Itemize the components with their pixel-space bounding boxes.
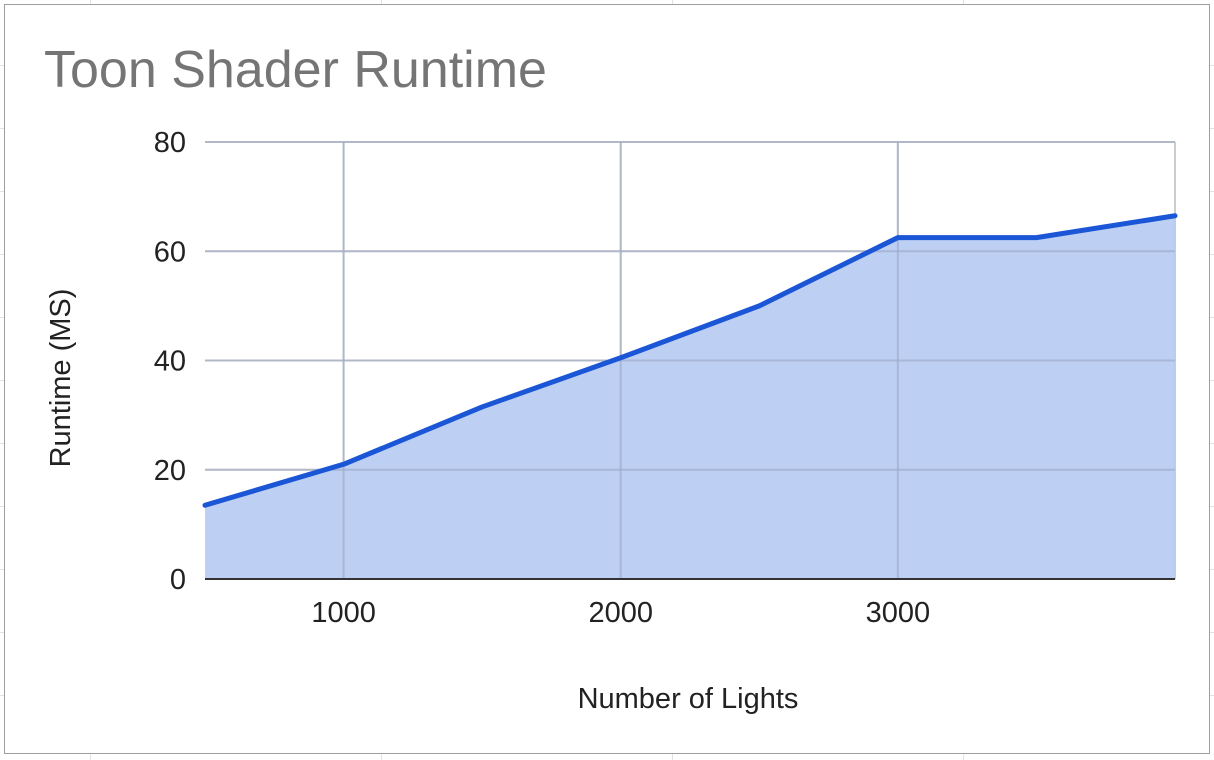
y-tick-label-20: 20 [154,455,186,487]
data-point-3500 [1033,235,1039,241]
data-point-1500 [479,404,485,410]
x-axis-label: Number of Lights [578,683,799,715]
series-line [202,213,1178,508]
y-tick-labels: 0 20 40 60 80 [154,127,186,596]
y-tick-label-40: 40 [154,346,186,378]
data-point-1000 [341,461,347,467]
data-point-2500 [756,303,762,309]
x-tick-label-2000: 2000 [588,597,653,629]
y-axis-label: Runtime (MS) [45,289,77,468]
series-area-group [202,141,1178,580]
y-tick-label-60: 60 [154,236,186,268]
data-point-3000 [895,235,901,241]
chart-title: Toon Shader Runtime [44,41,547,99]
data-point-4000 [1172,213,1178,219]
x-tick-labels: 1000 2000 3000 [311,597,930,629]
y-tick-label-0: 0 [170,564,186,596]
data-point-500 [202,502,208,508]
y-tick-label-80: 80 [154,127,186,159]
x-tick-label-3000: 3000 [866,597,931,629]
series-area-fill [205,215,1175,579]
data-point-2000 [618,355,624,361]
x-tick-label-1000: 1000 [311,597,376,629]
